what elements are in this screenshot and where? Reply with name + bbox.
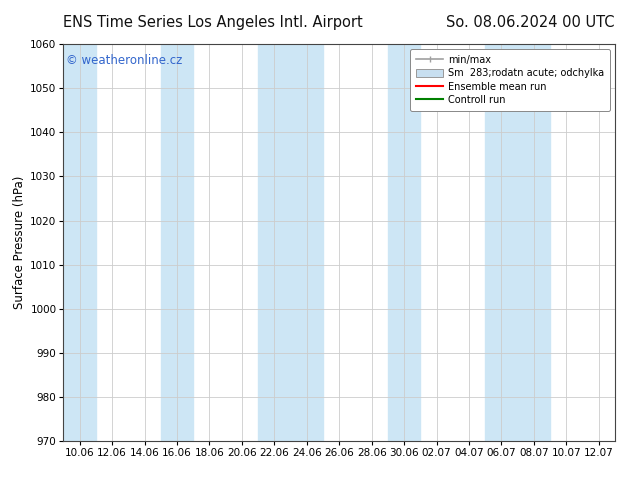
Bar <box>63 44 96 441</box>
Bar <box>485 44 517 441</box>
Text: ENS Time Series Los Angeles Intl. Airport: ENS Time Series Los Angeles Intl. Airpor… <box>63 15 363 29</box>
Bar <box>258 44 290 441</box>
Legend: min/max, Sm  283;rodatn acute; odchylka, Ensemble mean run, Controll run: min/max, Sm 283;rodatn acute; odchylka, … <box>410 49 610 111</box>
Text: © weatheronline.cz: © weatheronline.cz <box>66 54 183 67</box>
Bar <box>517 44 550 441</box>
Bar <box>388 44 420 441</box>
Text: So. 08.06.2024 00 UTC: So. 08.06.2024 00 UTC <box>446 15 615 29</box>
Y-axis label: Surface Pressure (hPa): Surface Pressure (hPa) <box>13 176 26 309</box>
Bar <box>161 44 193 441</box>
Bar <box>290 44 323 441</box>
